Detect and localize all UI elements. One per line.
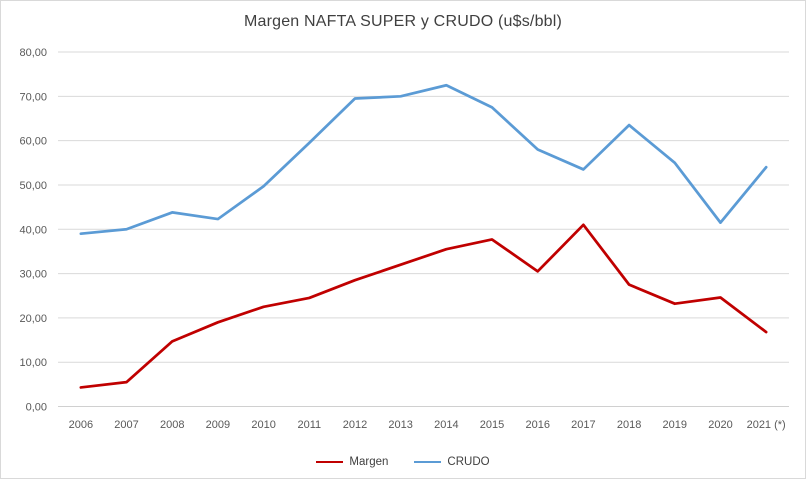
x-axis-tick-label: 2009	[206, 419, 230, 431]
y-axis-tick-label: 40,00	[19, 224, 47, 236]
y-axis-tick-label: 20,00	[19, 313, 47, 325]
x-axis-tick-label: 2018	[617, 419, 641, 431]
x-axis-tick-label: 2020	[708, 419, 732, 431]
y-axis-tick-label: 50,00	[19, 180, 47, 192]
y-axis-tick-label: 30,00	[19, 269, 47, 281]
legend-label-margen: Margen	[349, 456, 389, 468]
legend-line-margen-icon	[316, 461, 344, 463]
y-axis-tick-label: 80,00	[19, 47, 47, 59]
y-axis-tick-label: 70,00	[19, 91, 47, 103]
x-axis-tick-label: 2017	[571, 419, 595, 431]
x-axis-tick-label: 2012	[343, 419, 367, 431]
y-axis-tick-label: 0,00	[26, 402, 47, 414]
x-axis-tick-label: 2019	[663, 419, 687, 431]
legend: Margen CRUDO	[1, 456, 805, 468]
series-line-crudo	[79, 83, 768, 236]
chart-title: Margen NAFTA SUPER y CRUDO (u$s/bbl)	[243, 13, 563, 30]
x-axis-tick-label: 2015	[480, 419, 504, 431]
x-axis-tick-label: 2014	[434, 419, 458, 431]
x-axis-tick-label: 2016	[525, 419, 549, 431]
y-axis-tick-label: 10,00	[19, 357, 47, 369]
x-axis-tick-label: 2013	[388, 419, 412, 431]
x-axis-tick-label: 2010	[251, 419, 275, 431]
series-line-margen	[79, 223, 768, 389]
y-axis-tick-label: 60,00	[19, 136, 47, 148]
x-axis-tick-label: 2006	[69, 419, 93, 431]
x-axis-tick-label: 2011	[297, 419, 321, 431]
legend-item-margen: Margen	[316, 456, 388, 468]
legend-line-crudo-icon	[414, 461, 442, 463]
x-axis-tick-label: 2021 (*)	[747, 419, 786, 431]
x-axis-tick-label: 2007	[114, 419, 138, 431]
legend-label-crudo: CRUDO	[447, 456, 490, 468]
x-axis-tick-label: 2008	[160, 419, 184, 431]
legend-item-crudo: CRUDO	[414, 456, 490, 468]
